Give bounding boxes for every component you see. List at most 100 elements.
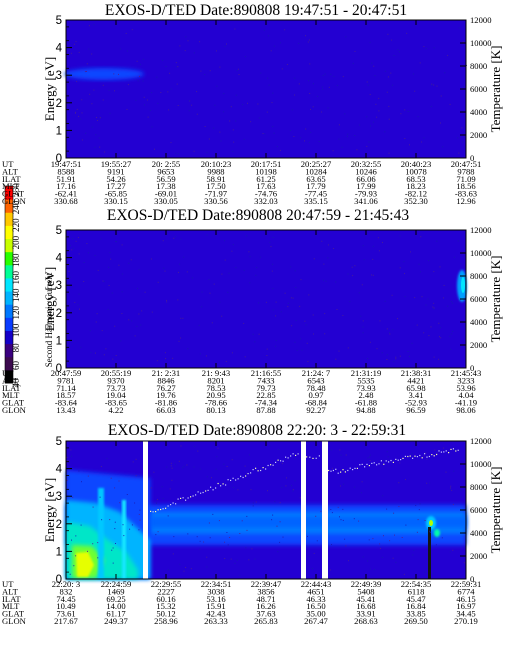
ephemeris-value: 4421 (407, 375, 424, 385)
noise-grain (231, 459, 233, 461)
ephemeris-value: 53.16 (206, 594, 226, 604)
noise-grain (328, 86, 330, 88)
noise-grain (328, 481, 330, 483)
temperature-point (337, 472, 339, 474)
noise-grain (392, 557, 394, 559)
noise-grain (369, 568, 371, 570)
noise-grain (409, 144, 410, 146)
ephemeris-value: 66.06 (356, 174, 376, 184)
y-tick-label: 5 (56, 436, 62, 448)
noise-grain (444, 72, 446, 74)
ephemeris-row-label: ILAT (2, 594, 21, 604)
noise-grain (211, 477, 212, 479)
noise-grain (304, 140, 305, 142)
noise-grain (109, 519, 111, 521)
noise-grain (427, 298, 429, 300)
noise-grain (235, 267, 237, 269)
noise-grain (342, 315, 344, 316)
noise-grain (75, 555, 77, 557)
noise-grain (112, 562, 114, 564)
noise-grain (211, 322, 213, 324)
temperature-point (240, 475, 242, 477)
noise-grain (239, 574, 241, 576)
noise-grain (290, 297, 292, 299)
noise-grain (121, 291, 123, 293)
ephemeris-value: 79.73 (256, 383, 275, 393)
colorbar-tick-label: 160 (11, 270, 21, 284)
noise-grain (193, 466, 195, 468)
y2-tick-label: 2000 (470, 340, 487, 350)
noise-grain (323, 263, 325, 265)
noise-grain (118, 480, 120, 482)
temperature-point (215, 487, 217, 489)
ephemeris-value: 3233 (457, 375, 474, 385)
noise-grain (219, 131, 221, 133)
noise-grain (409, 356, 410, 357)
noise-grain (230, 558, 232, 560)
noise-grain (420, 271, 421, 273)
noise-grain (373, 121, 375, 123)
ephemeris-value: 267.47 (304, 616, 328, 626)
noise-grain (389, 333, 391, 335)
noise-grain (447, 54, 449, 56)
noise-grain (157, 499, 158, 501)
noise-grain (102, 84, 104, 86)
ephemeris-value: 33.91 (356, 609, 375, 619)
noise-grain (309, 93, 311, 94)
noise-grain (426, 482, 428, 484)
noise-grain (71, 249, 73, 251)
noise-grain (75, 41, 77, 43)
noise-grain (354, 135, 356, 136)
noise-grain (450, 301, 452, 302)
noise-grain (284, 29, 286, 31)
noise-grain (83, 262, 85, 263)
noise-grain (454, 448, 456, 450)
noise-grain (101, 330, 103, 332)
noise-grain (162, 59, 164, 61)
noise-grain (138, 529, 140, 531)
noise-grain (460, 490, 462, 492)
noise-grain (252, 505, 254, 507)
noise-grain (345, 454, 347, 456)
noise-grain (212, 513, 214, 515)
noise-grain (369, 456, 370, 458)
y2-tick-label: 2000 (470, 551, 487, 561)
noise-grain (182, 467, 184, 469)
noise-grain (197, 450, 199, 452)
noise-grain (269, 241, 271, 243)
noise-grain (224, 259, 226, 261)
ephemeris-value: 68.53 (406, 174, 425, 184)
noise-grain (94, 146, 96, 148)
noise-grain (434, 449, 436, 451)
noise-grain (340, 454, 342, 456)
noise-grain (367, 358, 369, 359)
noise-grain (424, 520, 426, 521)
temperature-point (170, 504, 172, 506)
noise-grain (252, 333, 254, 335)
y2-tick-label: 10000 (470, 248, 491, 258)
noise-grain (81, 99, 83, 101)
noise-grain (206, 476, 208, 478)
noise-grain (243, 138, 245, 140)
noise-grain (433, 356, 435, 358)
noise-grain (172, 357, 174, 359)
noise-grain (254, 558, 256, 560)
noise-grain (463, 85, 464, 87)
noise-grain (180, 238, 182, 240)
noise-grain (271, 102, 273, 104)
noise-grain (423, 332, 425, 334)
noise-grain (201, 291, 203, 293)
panel-2-background (66, 230, 466, 368)
y-tick-label: 3 (56, 280, 62, 292)
noise-grain (239, 533, 241, 534)
noise-grain (100, 238, 102, 240)
noise-grain (184, 498, 186, 500)
temperature-point (424, 453, 426, 455)
temperature-point (402, 457, 404, 459)
noise-grain (395, 356, 397, 358)
temperature-point (416, 456, 418, 458)
temperature-point (309, 456, 311, 458)
noise-grain (317, 95, 319, 97)
noise-grain (348, 560, 349, 562)
